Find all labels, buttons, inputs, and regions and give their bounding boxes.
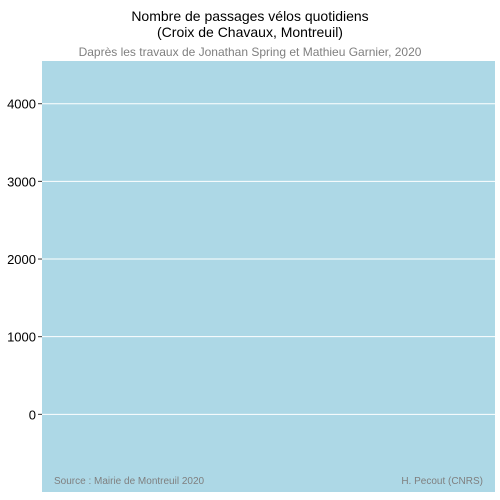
credit-caption: H. Pecout (CNRS) (401, 476, 483, 487)
source-caption: Source : Mairie de Montreuil 2020 (54, 476, 205, 487)
y-axis: 0 1000 2000 3000 4000 (7, 97, 42, 422)
y-tick-label-1000: 1000 (7, 330, 36, 345)
plot-panel (42, 61, 495, 492)
y-tick-label-2000: 2000 (7, 252, 36, 267)
chart-title-line-2: (Croix de Chavaux, Montreuil) (157, 24, 343, 40)
chart-subtitle: Daprès les travaux de Jonathan Spring et… (78, 45, 422, 59)
y-tick-label-3000: 3000 (7, 174, 36, 189)
y-tick-label-4000: 4000 (7, 97, 36, 112)
y-tick-label-0: 0 (29, 407, 36, 422)
grid-lines (42, 103, 495, 415)
chart-title-line-1: Nombre de passages vélos quotidiens (131, 8, 369, 24)
